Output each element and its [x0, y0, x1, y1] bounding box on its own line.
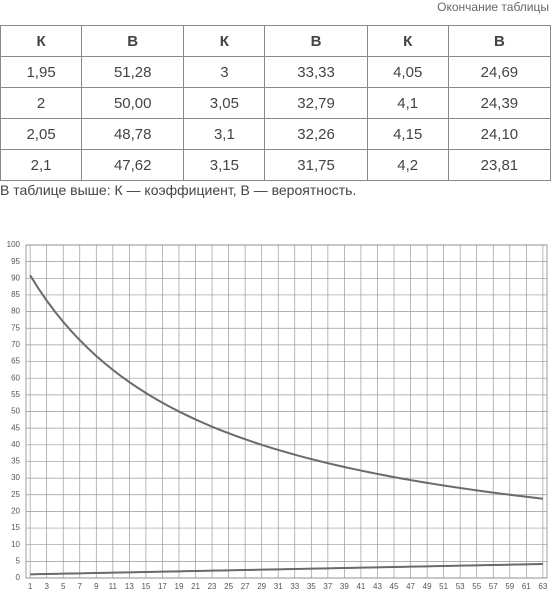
header-cell: К [0, 25, 83, 57]
table-row: 2,05 48,78 3,1 32,26 4,15 24,10 [0, 118, 551, 150]
table-caption: Окончание таблицы [437, 0, 549, 14]
x-tick-label: 29 [257, 582, 266, 591]
x-tick-label: 41 [356, 582, 365, 591]
table-cell: 23,81 [447, 149, 551, 181]
x-tick-label: 3 [44, 582, 49, 591]
table-cell: 2,05 [0, 118, 83, 150]
y-tick-label: 100 [7, 240, 21, 249]
x-tick-label: 33 [290, 582, 299, 591]
table-cell: 33,33 [264, 56, 368, 88]
y-tick-label: 25 [11, 490, 20, 499]
table-cell: 3,15 [183, 149, 266, 181]
table-cell: 4,2 [366, 149, 449, 181]
table-cell: 4,1 [366, 87, 449, 119]
y-tick-label: 5 [16, 556, 21, 565]
table-cell: 4,05 [366, 56, 449, 88]
x-tick-label: 23 [208, 582, 217, 591]
table-cell: 48,78 [81, 118, 185, 150]
header-cell: К [366, 25, 449, 57]
x-tick-label: 55 [472, 582, 481, 591]
x-tick-label: 39 [340, 582, 349, 591]
x-tick-label: 63 [538, 582, 547, 591]
table-cell: 1,95 [0, 56, 83, 88]
header-cell: В [264, 25, 368, 57]
x-tick-label: 11 [109, 582, 118, 591]
data-line [29, 274, 543, 500]
table-cell: 32,26 [264, 118, 368, 150]
table-cell: 51,28 [81, 56, 185, 88]
table-cell: 2 [0, 87, 83, 119]
table-row: 2,1 47,62 3,15 31,75 4,2 23,81 [0, 149, 551, 181]
table-cell: 47,62 [81, 149, 185, 181]
x-tick-label: 45 [390, 582, 399, 591]
table-note: В таблице выше: К — коэффициент, В — вер… [0, 182, 357, 198]
x-tick-label: 19 [175, 582, 184, 591]
x-tick-label: 35 [307, 582, 316, 591]
data-line [30, 563, 543, 576]
x-tick-label: 31 [274, 582, 283, 591]
y-tick-label: 90 [11, 273, 20, 282]
y-tick-label: 30 [11, 473, 20, 482]
y-tick-label: 85 [11, 290, 20, 299]
table-cell: 50,00 [81, 87, 185, 119]
x-tick-label: 1 [28, 582, 33, 591]
header-cell: К [183, 25, 266, 57]
table-row: 2 50,00 3,05 32,79 4,1 24,39 [0, 87, 551, 119]
x-tick-label: 21 [191, 582, 200, 591]
table-cell: 24,39 [447, 87, 551, 119]
header-cell: В [447, 25, 551, 57]
table-cell: 3,05 [183, 87, 266, 119]
y-tick-label: 15 [11, 523, 20, 532]
table-cell: 4,15 [366, 118, 449, 150]
x-tick-label: 17 [158, 582, 167, 591]
y-tick-label: 70 [11, 340, 20, 349]
x-tick-label: 59 [505, 582, 514, 591]
x-tick-label: 49 [423, 582, 432, 591]
table-cell: 31,75 [264, 149, 368, 181]
y-tick-label: 75 [11, 323, 20, 332]
x-tick-label: 43 [373, 582, 382, 591]
y-tick-label: 50 [11, 407, 20, 416]
x-tick-label: 61 [522, 582, 531, 591]
table-cell: 2,1 [0, 149, 83, 181]
y-tick-label: 60 [11, 373, 20, 382]
y-tick-label: 80 [11, 307, 20, 316]
x-tick-label: 5 [61, 582, 66, 591]
y-tick-label: 45 [11, 423, 20, 432]
y-tick-label: 0 [16, 573, 21, 582]
x-tick-label: 53 [456, 582, 465, 591]
y-tick-label: 95 [11, 257, 20, 266]
plot-frame [25, 244, 548, 579]
y-tick-label: 10 [11, 540, 20, 549]
x-tick-label: 27 [241, 582, 250, 591]
table-cell: 3,1 [183, 118, 266, 150]
x-tick-label: 25 [224, 582, 233, 591]
table-cell: 3 [183, 56, 266, 88]
x-tick-label: 37 [323, 582, 332, 591]
x-tick-label: 51 [439, 582, 448, 591]
x-tick-label: 13 [125, 582, 134, 591]
y-tick-label: 65 [11, 357, 20, 366]
x-tick-label: 57 [489, 582, 498, 591]
y-tick-label: 35 [11, 457, 20, 466]
table-row: 1,95 51,28 3 33,33 4,05 24,69 [0, 56, 551, 88]
x-tick-label: 7 [78, 582, 83, 591]
y-tick-label: 20 [11, 507, 20, 516]
table-cell: 32,79 [264, 87, 368, 119]
table-cell: 24,69 [447, 56, 551, 88]
chart: 0510152025303540455055606570758085909510… [7, 240, 548, 591]
y-tick-label: 55 [11, 390, 20, 399]
header-cell: В [81, 25, 185, 57]
x-tick-label: 15 [141, 582, 150, 591]
y-tick-label: 40 [11, 440, 20, 449]
x-tick-label: 9 [94, 582, 99, 591]
table-cell: 24,10 [447, 118, 551, 150]
table-body: 1,95 51,28 3 33,33 4,05 24,69 2 50,00 3,05 32,79 4… [0, 56, 551, 181]
x-tick-label: 47 [406, 582, 415, 591]
